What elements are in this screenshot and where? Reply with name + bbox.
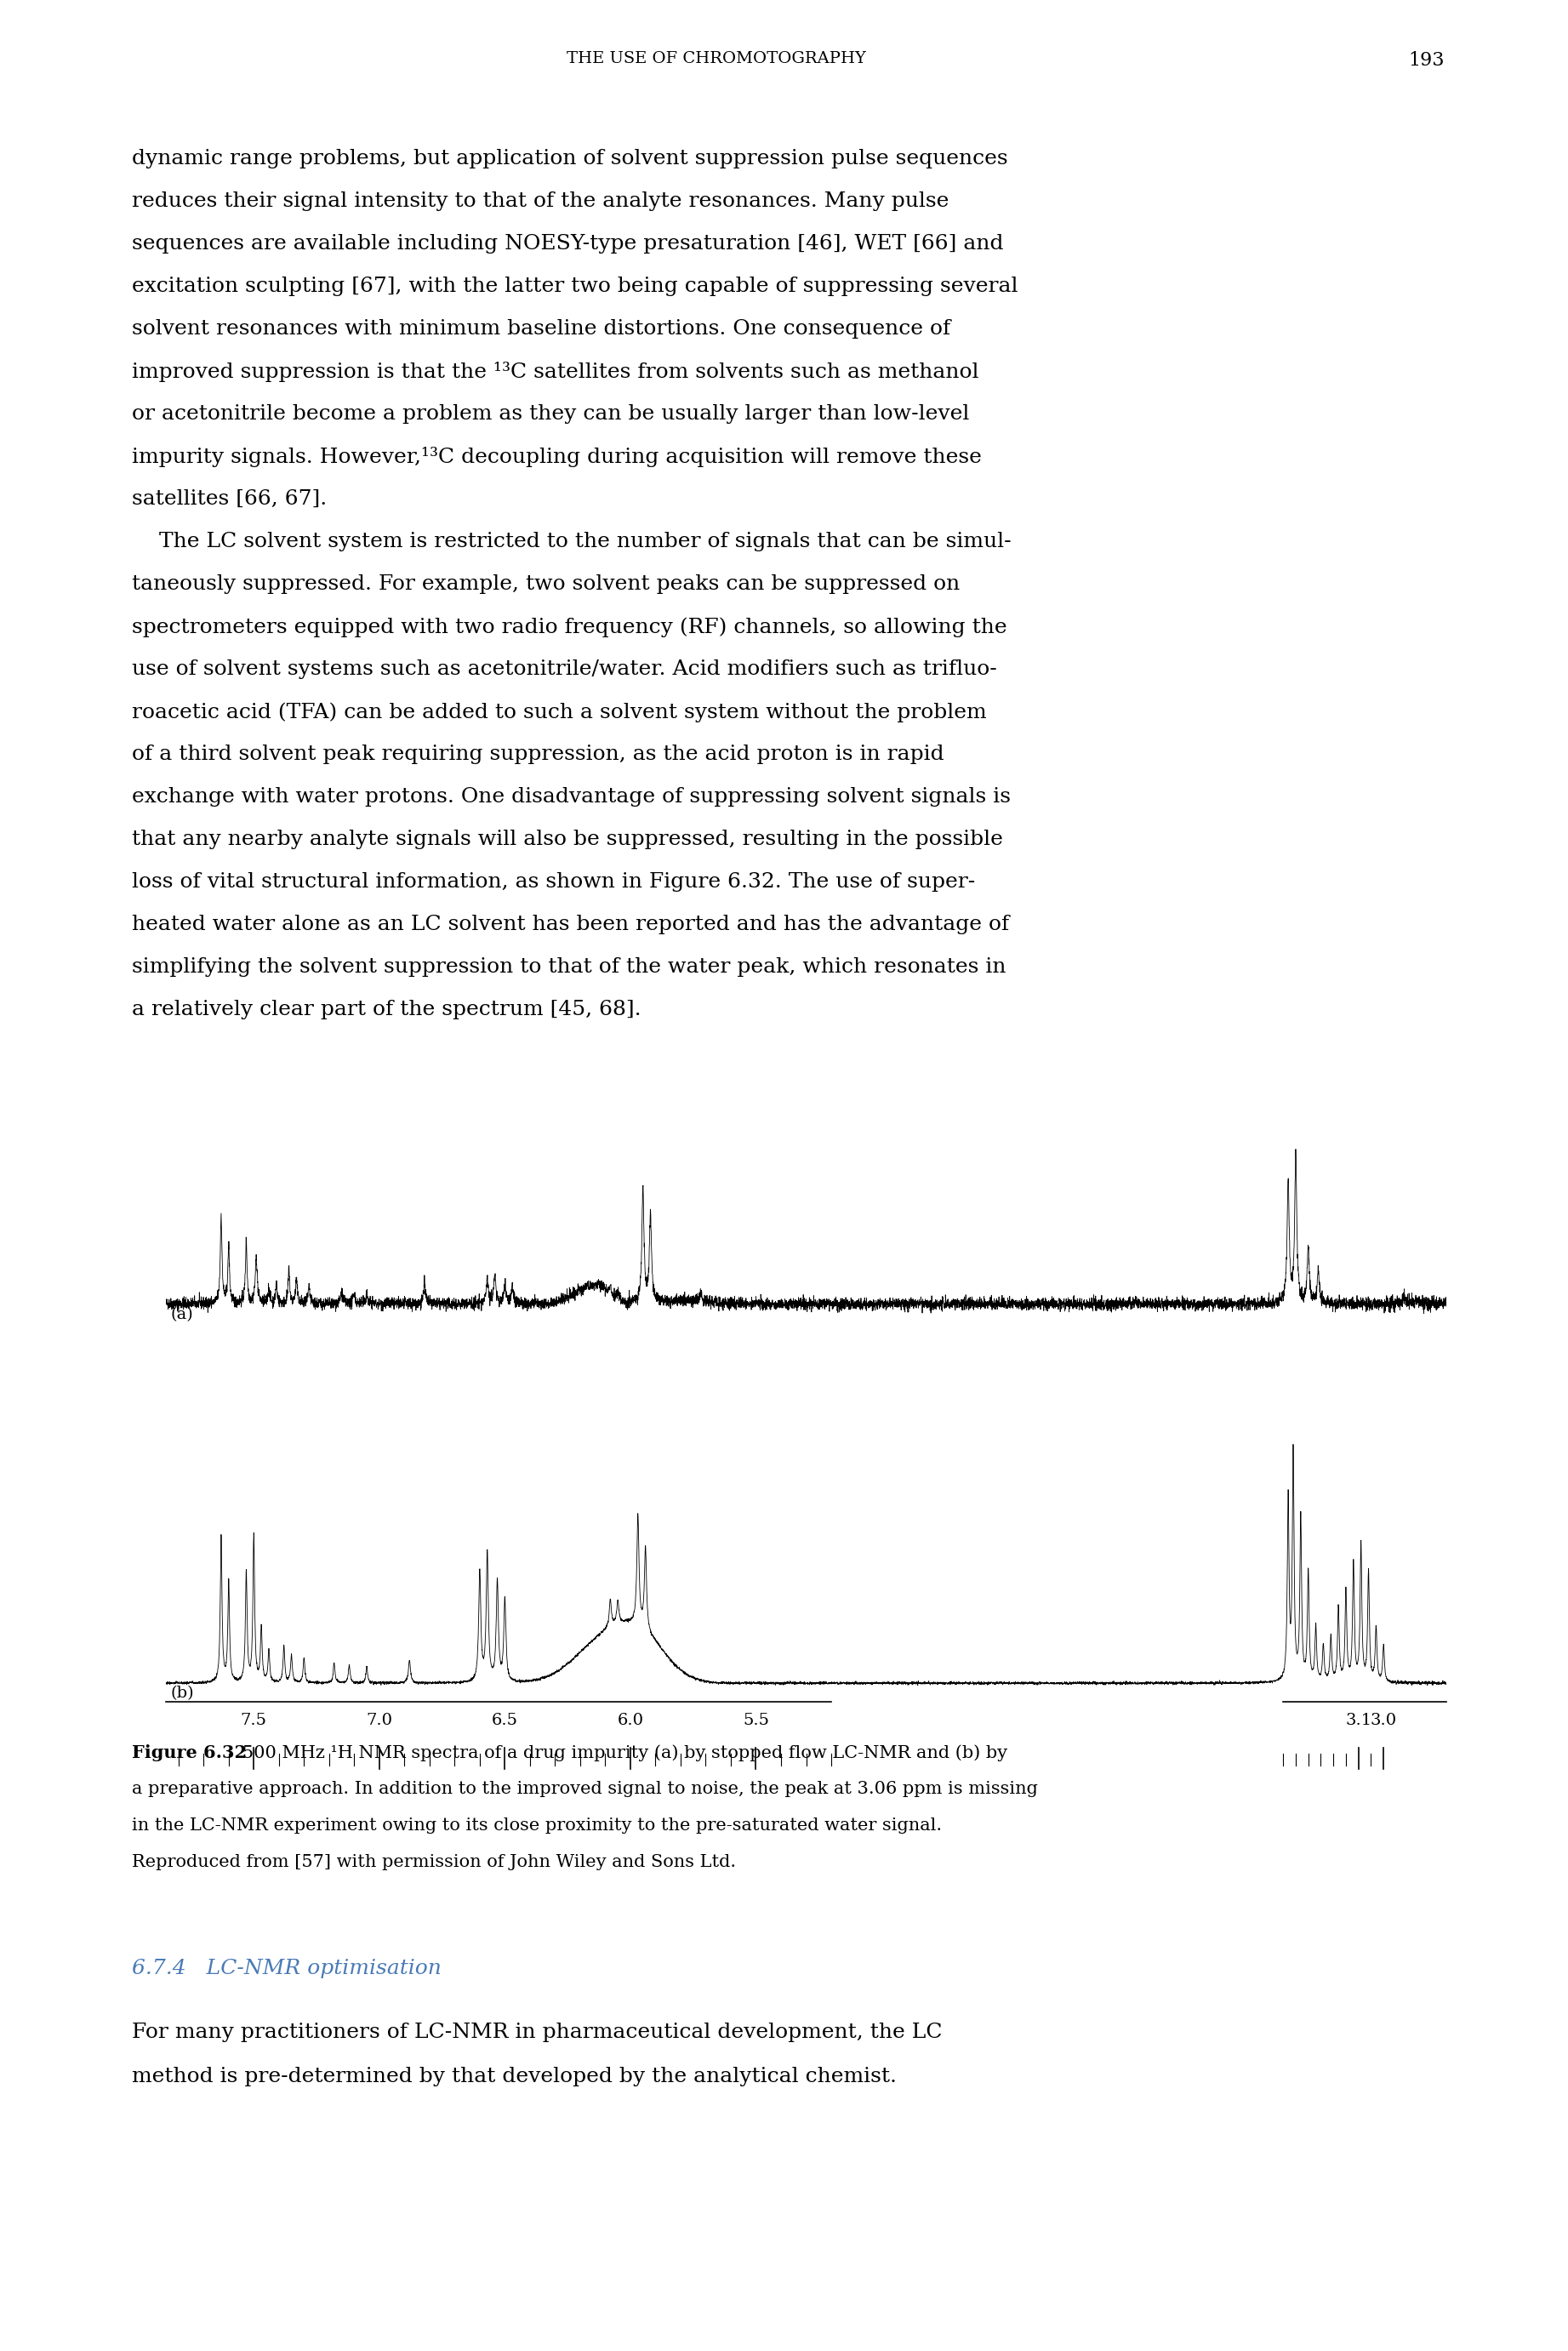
Text: in the LC-NMR experiment owing to its close proximity to the pre-saturated water: in the LC-NMR experiment owing to its cl… [132, 1817, 942, 1834]
Text: impurity signals. However,¹³C decoupling during acquisition will remove these: impurity signals. However,¹³C decoupling… [132, 447, 982, 468]
Text: (b): (b) [171, 1686, 194, 1702]
Text: a relatively clear part of the spectrum [45, 68].: a relatively clear part of the spectrum … [132, 999, 641, 1020]
Text: use of solvent systems such as acetonitrile/water. Acid modifiers such as triflu: use of solvent systems such as acetonitr… [132, 658, 997, 679]
Text: For many practitioners of LC-NMR in pharmaceutical development, the LC: For many practitioners of LC-NMR in phar… [132, 2022, 942, 2043]
Text: roacetic acid (TFA) can be added to such a solvent system without the problem: roacetic acid (TFA) can be added to such… [132, 703, 986, 722]
Text: Reproduced from [57] with permission of John Wiley and Sons Ltd.: Reproduced from [57] with permission of … [132, 1855, 735, 1871]
Text: 500 MHz ¹H NMR spectra of a drug impurity (a) by stopped flow LC-NMR and (b) by: 500 MHz ¹H NMR spectra of a drug impurit… [226, 1744, 1007, 1761]
Text: solvent resonances with minimum baseline distortions. One consequence of: solvent resonances with minimum baseline… [132, 320, 950, 339]
Text: THE USE OF CHROMOTOGRAPHY: THE USE OF CHROMOTOGRAPHY [566, 52, 866, 66]
Text: satellites [66, 67].: satellites [66, 67]. [132, 489, 326, 508]
Text: exchange with water protons. One disadvantage of suppressing solvent signals is: exchange with water protons. One disadva… [132, 788, 1011, 806]
Text: excitation sculpting [67], with the latter two being capable of suppressing seve: excitation sculpting [67], with the latt… [132, 277, 1018, 296]
Text: or acetonitrile become a problem as they can be usually larger than low-level: or acetonitrile become a problem as they… [132, 404, 969, 423]
Text: dynamic range problems, but application of solvent suppression pulse sequences: dynamic range problems, but application … [132, 148, 1008, 169]
Text: reduces their signal intensity to that of the analyte resonances. Many pulse: reduces their signal intensity to that o… [132, 190, 949, 212]
Text: 6.7.4   LC-NMR optimisation: 6.7.4 LC-NMR optimisation [132, 1958, 442, 1977]
Text: The LC solvent system is restricted to the number of signals that can be simul-: The LC solvent system is restricted to t… [132, 531, 1011, 552]
Text: simplifying the solvent suppression to that of the water peak, which resonates i: simplifying the solvent suppression to t… [132, 957, 1007, 976]
Text: Figure 6.32: Figure 6.32 [132, 1744, 246, 1761]
Text: spectrometers equipped with two radio frequency (RF) channels, so allowing the: spectrometers equipped with two radio fr… [132, 616, 1007, 637]
Text: heated water alone as an LC solvent has been reported and has the advantage of: heated water alone as an LC solvent has … [132, 915, 1010, 933]
Text: of a third solvent peak requiring suppression, as the acid proton is in rapid: of a third solvent peak requiring suppre… [132, 745, 944, 764]
Text: that any nearby analyte signals will also be suppressed, resulting in the possib: that any nearby analyte signals will als… [132, 830, 1004, 849]
Text: (a): (a) [171, 1307, 194, 1321]
Text: taneously suppressed. For example, two solvent peaks can be suppressed on: taneously suppressed. For example, two s… [132, 574, 960, 595]
Text: loss of vital structural information, as shown in Figure 6.32. The use of super-: loss of vital structural information, as… [132, 872, 975, 891]
Text: improved suppression is that the ¹³C satellites from solvents such as methanol: improved suppression is that the ¹³C sat… [132, 362, 978, 383]
Text: a preparative approach. In addition to the improved signal to noise, the peak at: a preparative approach. In addition to t… [132, 1782, 1038, 1796]
Text: method is pre-determined by that developed by the analytical chemist.: method is pre-determined by that develop… [132, 2067, 897, 2085]
Text: 193: 193 [1408, 52, 1444, 71]
Text: sequences are available including NOESY-type presaturation [46], WET [66] and: sequences are available including NOESY-… [132, 235, 1004, 254]
